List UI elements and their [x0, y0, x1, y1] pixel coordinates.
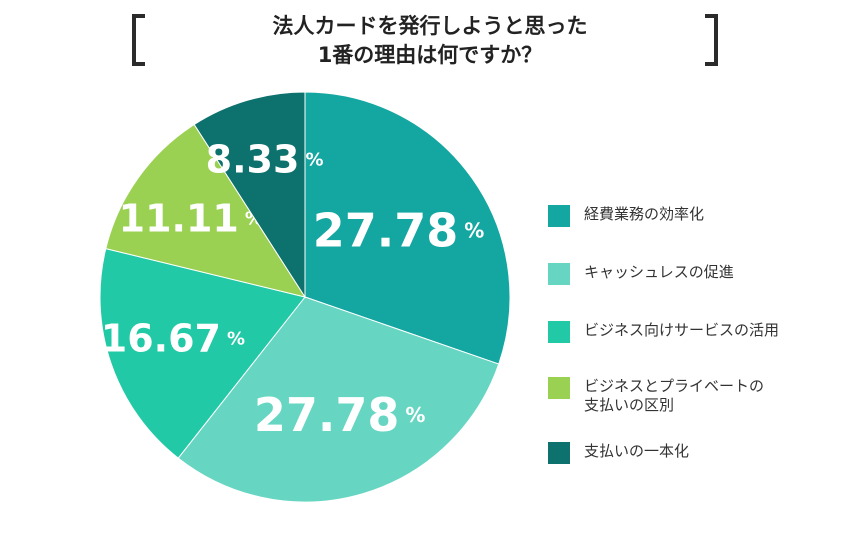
slice-value-label: 27.78%	[254, 388, 426, 442]
slice-value-label: 16.67%	[101, 317, 245, 361]
slice-value-number: 16.67	[101, 317, 221, 361]
legend-label-line: ビジネスとプライベートの	[584, 377, 765, 395]
slice-value-label: 27.78%	[313, 203, 485, 257]
legend-label: ビジネスとプライベートの 支払いの区別	[584, 377, 834, 415]
legend-label-line: 支払いの区別	[584, 396, 675, 414]
legend-swatch	[548, 321, 570, 343]
pie-slice	[177, 296, 500, 503]
pie-slice	[99, 247, 306, 459]
legend-label: キャッシュレスの促進	[584, 263, 834, 282]
legend-label-line: 経費業務の効率化	[584, 205, 705, 223]
legend-label-line: キャッシュレスの促進	[584, 263, 734, 281]
legend-label: ビジネス向けサービスの活用	[584, 321, 834, 340]
legend-item-separate-payments: ビジネスとプライベートの 支払いの区別	[548, 377, 834, 415]
slice-value-label: 11.11%	[119, 196, 263, 240]
pie-slice	[105, 123, 307, 298]
legend-label: 支払いの一本化	[584, 442, 834, 461]
legend-label-line: ビジネス向けサービスの活用	[584, 321, 780, 339]
chart-title-line-1: 法人カードを発行しようと思った	[272, 14, 588, 38]
slice-value-unit: %	[464, 218, 484, 242]
chart-title-line-2: 1番の理由は何ですか？	[317, 43, 543, 67]
slice-value-unit: %	[305, 149, 323, 170]
legend-swatch	[548, 442, 570, 464]
slice-value-number: 11.11	[119, 196, 239, 240]
legend-item-cashless: キャッシュレスの促進	[548, 263, 834, 285]
left-bracket-decoration	[132, 14, 145, 66]
pie-slice	[193, 91, 306, 299]
legend-label: 経費業務の効率化	[584, 205, 834, 224]
right-bracket-decoration	[705, 14, 718, 66]
slice-value-unit: %	[227, 328, 245, 349]
legend-label-line: 支払いの一本化	[584, 442, 690, 460]
slice-value-label: 8.33%	[206, 137, 324, 181]
slice-value-number: 27.78	[254, 388, 400, 442]
legend-item-expense-efficiency: 経費業務の効率化	[548, 205, 834, 227]
slice-value-unit: %	[405, 403, 425, 427]
legend-swatch	[548, 263, 570, 285]
legend-item-business-services: ビジネス向けサービスの活用	[548, 321, 834, 343]
legend-item-unified-payment: 支払いの一本化	[548, 442, 834, 464]
pie-slice	[304, 91, 511, 365]
chart-title: 法人カードを発行しようと思った 1番の理由は何ですか？	[170, 12, 690, 70]
legend-swatch	[548, 377, 570, 399]
slice-value-number: 8.33	[206, 137, 300, 181]
slice-value-number: 27.78	[313, 203, 459, 257]
legend-swatch	[548, 205, 570, 227]
